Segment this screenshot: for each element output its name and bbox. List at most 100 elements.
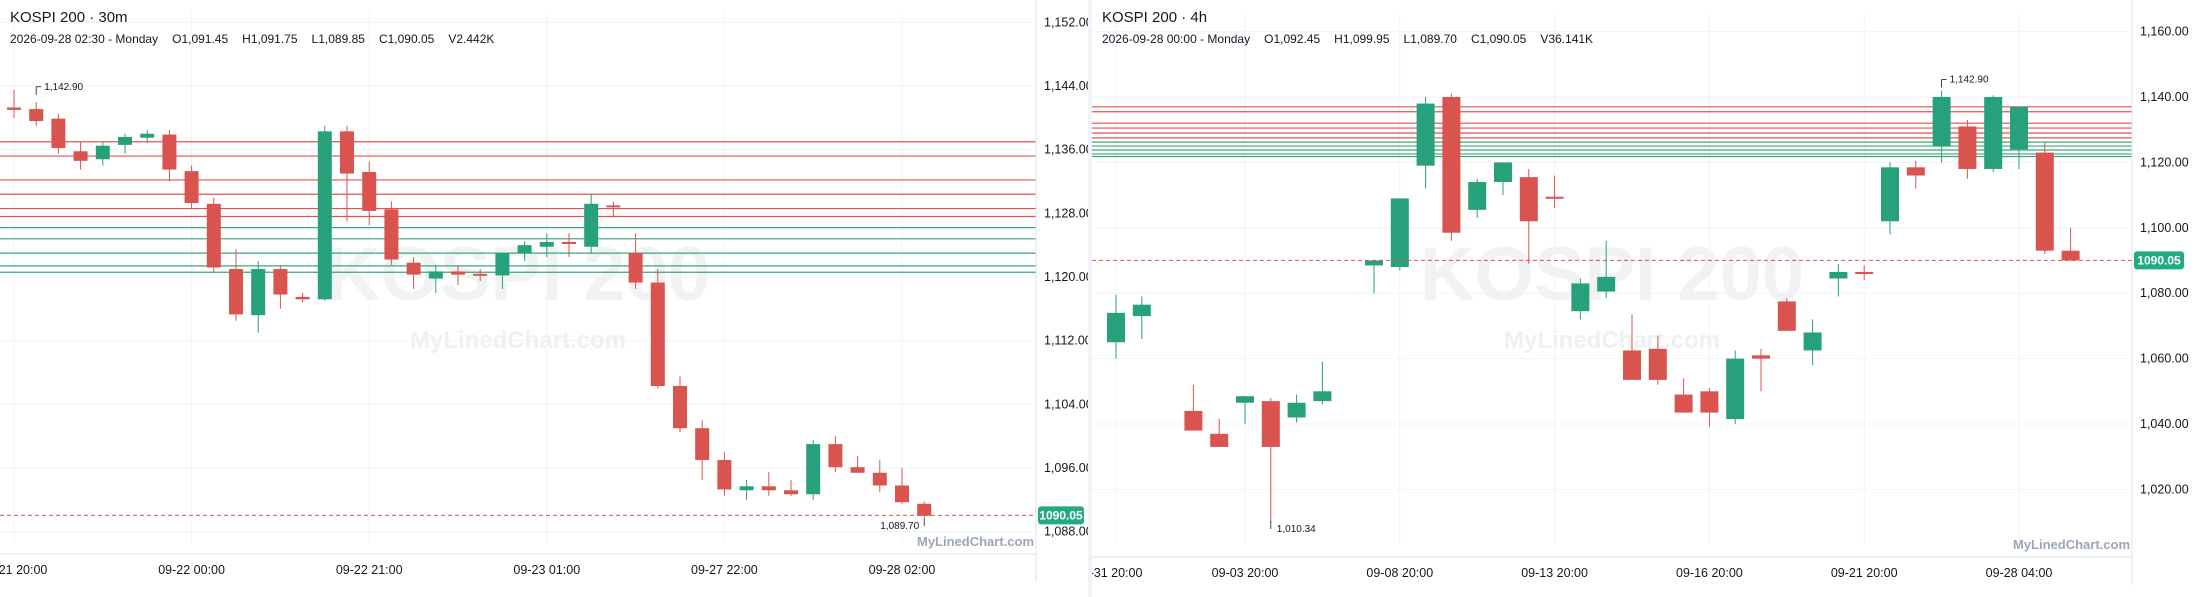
candle[interactable] (140, 129, 155, 144)
candle[interactable] (73, 141, 88, 170)
panel-divider[interactable] (1088, 0, 1092, 597)
candle-body (806, 444, 821, 495)
candle[interactable] (1906, 160, 1925, 189)
candle[interactable] (362, 161, 377, 226)
last-price-value: 1090.05 (2137, 253, 2181, 267)
candle[interactable] (806, 440, 821, 500)
candle[interactable] (895, 467, 909, 504)
candle[interactable] (495, 253, 510, 289)
candle[interactable] (2035, 142, 2054, 254)
candle[interactable] (1107, 294, 1125, 359)
candle-body (1261, 401, 1280, 447)
candle[interactable] (1210, 419, 1229, 447)
ohlc-open: O1,091.45 (172, 32, 228, 46)
candle[interactable] (1442, 93, 1461, 241)
candle-body (1184, 410, 1203, 431)
candlestick-chart-30m[interactable]: KOSPI 200MyLinedChart.com1,142.901,089.7… (0, 0, 1088, 597)
candle[interactable] (1184, 384, 1203, 431)
candle[interactable] (118, 133, 132, 154)
watermark-site: MyLinedChart.com (1504, 327, 1720, 354)
candle-body (1700, 391, 1719, 413)
candle[interactable] (606, 201, 621, 218)
candle[interactable] (717, 452, 732, 496)
candle[interactable] (1829, 263, 1848, 297)
candle[interactable] (451, 265, 465, 285)
candle[interactable] (406, 257, 421, 289)
candle[interactable] (184, 165, 199, 210)
candle[interactable] (562, 233, 576, 258)
candle[interactable] (1313, 361, 1332, 405)
candle[interactable] (1752, 348, 1770, 392)
candle[interactable] (872, 460, 887, 492)
candle[interactable] (1777, 298, 1796, 331)
candle[interactable] (1416, 97, 1435, 189)
candle[interactable] (628, 233, 643, 289)
chart-panel-30m[interactable]: KOSPI 200 MyLinedChart.com 1,142.90 1,089.7… (0, 0, 1088, 597)
candle[interactable] (7, 89, 21, 118)
candle[interactable] (1571, 278, 1590, 320)
candle[interactable] (317, 125, 332, 301)
candle[interactable] (229, 249, 243, 321)
candle[interactable] (1726, 350, 1745, 425)
candle[interactable] (428, 265, 443, 293)
candle[interactable] (1984, 95, 2003, 173)
candle[interactable] (1287, 394, 1306, 423)
candle[interactable] (539, 233, 554, 258)
time-axis[interactable]: -31 20:00 09-03 20:00 09-08 20:00 09-13 20:… (1092, 556, 2132, 580)
candle[interactable] (1261, 397, 1280, 523)
candle[interactable] (1803, 319, 1822, 366)
candle[interactable] (1519, 168, 1538, 264)
candle[interactable] (1597, 240, 1616, 299)
candle[interactable] (295, 292, 310, 303)
candlestick-chart-4h[interactable]: KOSPI 200 MyLinedChart.com 1,142.90 1,010.3… (1092, 0, 2196, 597)
candle[interactable] (1468, 178, 1487, 219)
last-price-tag (2134, 251, 2184, 270)
candle[interactable] (761, 471, 776, 496)
candle-body (1777, 301, 1796, 331)
candle[interactable] (1932, 90, 1951, 163)
candle[interactable] (206, 197, 221, 274)
candle[interactable] (340, 125, 354, 222)
candle[interactable] (850, 456, 865, 473)
candle[interactable] (1132, 296, 1151, 339)
candle[interactable] (1494, 162, 1512, 196)
candle[interactable] (251, 261, 266, 333)
candle[interactable] (384, 201, 399, 266)
candle[interactable] (584, 193, 599, 254)
candle[interactable] (29, 101, 44, 126)
candle[interactable] (1365, 260, 1383, 294)
candle[interactable] (1958, 119, 1977, 179)
time-axis[interactable]: 09-21 20:00 09-22 00:00 09-22 21:00 09-23 0… (0, 553, 1036, 577)
candle[interactable] (1881, 162, 1899, 235)
candle[interactable] (273, 265, 288, 309)
chart-panel-4h[interactable]: KOSPI 200 MyLinedChart.com 1,142.90 1,010.3… (1092, 0, 2196, 597)
candle[interactable] (162, 129, 177, 182)
candle[interactable] (1674, 378, 1693, 413)
candle[interactable] (673, 376, 687, 433)
price-axis[interactable]: 1,152.00 1,144.00 1,136.00 1,128.00 1,120.00… (1035, 0, 1088, 582)
candle[interactable] (1545, 175, 1564, 209)
candle[interactable] (51, 113, 66, 154)
price-axis[interactable]: 1,160.00 1,140.00 1,120.00 1,100.00 1,080.00… (2131, 0, 2189, 585)
candle[interactable] (1623, 314, 1641, 380)
candle[interactable] (784, 479, 798, 496)
candle[interactable] (95, 141, 110, 166)
candle[interactable] (917, 501, 932, 518)
candle[interactable] (828, 436, 843, 472)
candle[interactable] (1648, 335, 1667, 385)
candle[interactable] (739, 479, 754, 500)
candle[interactable] (1390, 198, 1409, 271)
time-tick-label: 09-22 21:00 (336, 563, 403, 577)
candle[interactable] (1855, 265, 1874, 281)
candle-body (273, 269, 288, 295)
candle[interactable] (2061, 227, 2080, 262)
candle[interactable] (473, 269, 488, 281)
candle[interactable] (2010, 106, 2028, 169)
candle[interactable] (1700, 388, 1719, 428)
candle[interactable] (695, 420, 710, 480)
candle-body (1571, 283, 1590, 312)
candle-body (362, 171, 377, 211)
candle[interactable] (650, 269, 665, 389)
candle[interactable] (1236, 396, 1254, 425)
candle[interactable] (517, 241, 532, 262)
